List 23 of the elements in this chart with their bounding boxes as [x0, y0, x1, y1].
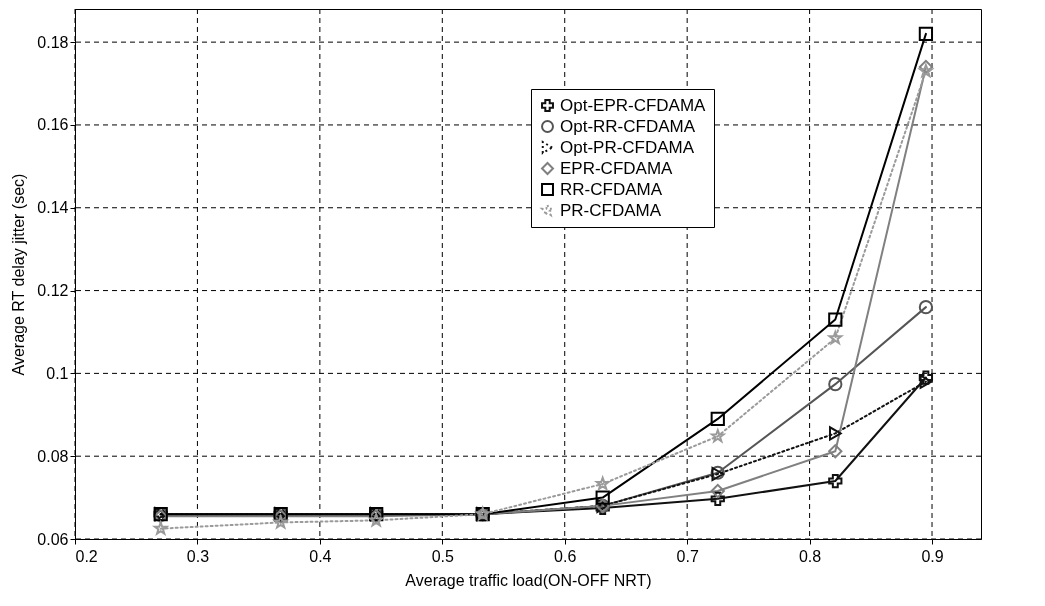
- x-tick-label: 0.5: [431, 547, 455, 565]
- y-tick-label: 0.06: [37, 530, 69, 548]
- legend-label: RR-CFDAMA: [560, 179, 663, 199]
- legend-label: Opt-EPR-CFDAMA: [560, 95, 707, 115]
- y-tick-label: 0.16: [37, 116, 69, 134]
- y-tick-label: 0.08: [37, 447, 69, 465]
- y-tick-label: 0.12: [37, 282, 69, 300]
- y-axis-title: Average RT delay jitter (sec): [10, 173, 28, 376]
- legend-label: PR-CFDAMA: [560, 200, 662, 220]
- x-tick-label: 0.7: [676, 547, 699, 565]
- y-tick-label: 0.14: [37, 199, 69, 217]
- x-axis-title: Average traffic load(ON-OFF NRT): [405, 571, 652, 589]
- x-tick-label: 0.3: [186, 547, 210, 565]
- x-tick-label: 0.4: [309, 547, 332, 565]
- x-tick-label: 0.2: [75, 547, 98, 565]
- legend-label: Opt-RR-CFDAMA: [560, 116, 696, 136]
- x-tick-label: 0.6: [554, 547, 577, 565]
- y-tick-label: 0.1: [46, 364, 69, 382]
- legend-label: Opt-PR-CFDAMA: [560, 137, 695, 157]
- y-tick-label: 0.18: [37, 33, 69, 51]
- x-tick-label: 0.8: [798, 547, 822, 565]
- x-tick-label: 0.9: [921, 547, 944, 565]
- legend-label: EPR-CFDAMA: [560, 158, 674, 178]
